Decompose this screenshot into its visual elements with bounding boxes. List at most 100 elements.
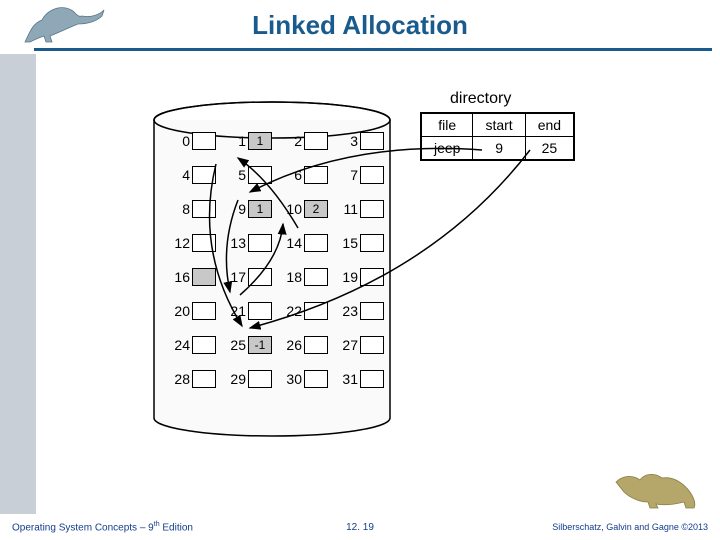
block-number: 7 — [338, 167, 358, 183]
block-box — [192, 370, 216, 388]
block-number: 24 — [170, 337, 190, 353]
block-box: 1 — [248, 200, 272, 218]
block-cell: 6 — [282, 166, 338, 184]
block-box — [360, 234, 384, 252]
dir-row-start: 9 — [473, 137, 525, 160]
block-number: 1 — [226, 133, 246, 149]
dino-left-icon — [20, 2, 106, 46]
block-number: 17 — [226, 269, 246, 285]
block-box — [192, 302, 216, 320]
block-cell: 8 — [170, 200, 226, 218]
block-box — [192, 166, 216, 184]
block-number: 18 — [282, 269, 302, 285]
block-number: 15 — [338, 235, 358, 251]
block-number: 5 — [226, 167, 246, 183]
block-number: 29 — [226, 371, 246, 387]
block-number: 6 — [282, 167, 302, 183]
block-box — [192, 200, 216, 218]
block-number: 12 — [170, 235, 190, 251]
block-cell: 19 — [338, 268, 394, 286]
block-row: 12 1314 15 — [170, 226, 390, 260]
block-grid: 0112345678911021112131415161718192021222… — [170, 124, 390, 396]
block-cell: 11 — [338, 200, 394, 218]
block-cell: 7 — [338, 166, 394, 184]
block-inner-value: 2 — [313, 202, 320, 216]
block-cell: 17 — [226, 268, 282, 286]
footer-right: Silberschatz, Galvin and Gagne ©2013 — [552, 522, 708, 532]
block-cell: 25-1 — [226, 336, 282, 354]
block-box: -1 — [248, 336, 272, 354]
page-title: Linked Allocation — [0, 0, 720, 41]
block-row: 45 6 7 — [170, 158, 390, 192]
block-cell: 22 — [282, 302, 338, 320]
block-box — [304, 234, 328, 252]
block-row: 2425-12627 — [170, 328, 390, 362]
dir-row-file: jeep — [422, 137, 473, 160]
block-number: 21 — [226, 303, 246, 319]
block-cell: 15 — [338, 234, 394, 252]
block-cell: 4 — [170, 166, 226, 184]
block-box — [248, 268, 272, 286]
block-number: 25 — [226, 337, 246, 353]
block-row: 20 21 2223 — [170, 294, 390, 328]
block-box — [304, 336, 328, 354]
block-box — [192, 132, 216, 150]
block-row: 2829 30 31 — [170, 362, 390, 396]
block-number: 23 — [338, 303, 358, 319]
dir-col-file: file — [422, 114, 473, 137]
directory-table: file start end jeep 9 25 — [420, 112, 575, 161]
block-inner-value: 1 — [257, 134, 264, 148]
block-number: 0 — [170, 133, 190, 149]
block-cell: 2 — [282, 132, 338, 150]
directory-label: directory — [450, 90, 511, 108]
block-number: 8 — [170, 201, 190, 217]
block-box — [360, 268, 384, 286]
block-number: 30 — [282, 371, 302, 387]
block-box — [192, 268, 216, 286]
block-box — [360, 302, 384, 320]
footer: Operating System Concepts – 9th Edition … — [0, 514, 720, 540]
footer-page: 12. 19 — [346, 522, 374, 533]
block-row: 89110211 — [170, 192, 390, 226]
block-number: 3 — [338, 133, 358, 149]
block-cell: 5 — [226, 166, 282, 184]
block-cell: 30 — [282, 370, 338, 388]
block-box — [304, 268, 328, 286]
block-cell: 21 — [226, 302, 282, 320]
block-box: 1 — [248, 132, 272, 150]
block-box — [192, 234, 216, 252]
block-cell: 24 — [170, 336, 226, 354]
block-cell: 23 — [338, 302, 394, 320]
block-number: 26 — [282, 337, 302, 353]
block-inner-value: 1 — [257, 202, 264, 216]
block-row: 0 11 2 3 — [170, 124, 390, 158]
block-cell: 13 — [226, 234, 282, 252]
block-cell: 20 — [170, 302, 226, 320]
block-cell: 0 — [170, 132, 226, 150]
block-box: 2 — [304, 200, 328, 218]
block-box — [192, 336, 216, 354]
block-number: 14 — [282, 235, 302, 251]
block-number: 11 — [338, 201, 358, 217]
diagram-area: 0112345678911021112131415161718192021222… — [150, 80, 590, 480]
block-cell: 28 — [170, 370, 226, 388]
block-box — [304, 370, 328, 388]
block-cell: 31 — [338, 370, 394, 388]
block-box — [360, 166, 384, 184]
dir-col-end: end — [525, 114, 573, 137]
block-box — [248, 370, 272, 388]
block-box — [304, 302, 328, 320]
block-number: 27 — [338, 337, 358, 353]
block-box — [360, 200, 384, 218]
block-cell: 16 — [170, 268, 226, 286]
block-box — [248, 234, 272, 252]
block-number: 16 — [170, 269, 190, 285]
block-number: 31 — [338, 371, 358, 387]
footer-left: Operating System Concepts – 9th Edition — [12, 521, 193, 533]
block-box — [304, 132, 328, 150]
block-number: 19 — [338, 269, 358, 285]
block-number: 20 — [170, 303, 190, 319]
block-cell: 14 — [282, 234, 338, 252]
block-number: 2 — [282, 133, 302, 149]
block-box — [360, 336, 384, 354]
